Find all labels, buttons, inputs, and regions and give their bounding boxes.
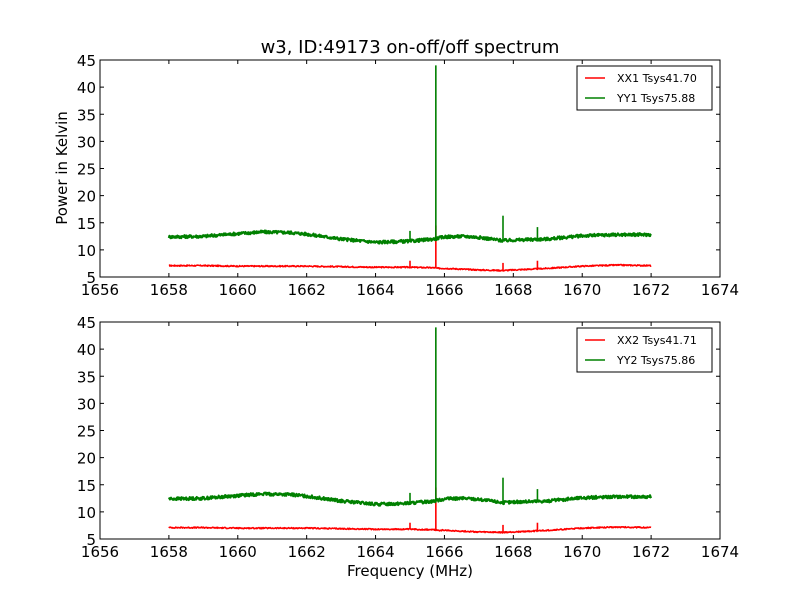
y-tick-label: 40 xyxy=(77,341,96,359)
x-tick-label: 1664 xyxy=(356,543,394,561)
x-tick-label: 1674 xyxy=(701,543,739,561)
y-tick-label: 15 xyxy=(77,477,96,495)
x-tick-label: 1674 xyxy=(701,281,739,299)
x-tick-label: 1658 xyxy=(150,543,188,561)
y-tick-label: 25 xyxy=(77,161,96,179)
y-tick-label: 40 xyxy=(77,79,96,97)
top-panel: 1656 1658 1660 1662 1664 1666 1668 1670 1672 1674… xyxy=(77,52,739,299)
series-line xyxy=(167,229,652,245)
x-tick-label: 1666 xyxy=(425,281,463,299)
x-tick-label: 1668 xyxy=(494,543,532,561)
legend-label: XX2 Tsys41.71 xyxy=(617,334,697,347)
x-tick-label: 1656 xyxy=(81,543,119,561)
legend-label: YY2 Tsys75.86 xyxy=(616,354,695,367)
x-axis-label: Frequency (MHz) xyxy=(347,562,473,580)
legend: XX2 Tsys41.71 YY2 Tsys75.86 xyxy=(576,327,713,373)
x-tick-label: 1672 xyxy=(632,543,670,561)
y-tick-label: 35 xyxy=(77,106,96,124)
legend-box xyxy=(576,65,713,111)
x-tick-label: 1664 xyxy=(356,281,394,299)
x-tick-label: 1660 xyxy=(219,543,257,561)
legend: XX1 Tsys41.70 YY1 Tsys75.88 xyxy=(576,65,713,111)
y-tick-label: 45 xyxy=(77,52,96,70)
x-tick-label: 1666 xyxy=(425,543,463,561)
series-line xyxy=(167,491,653,507)
legend-label: YY1 Tsys75.88 xyxy=(616,92,695,105)
x-tick-label: 1670 xyxy=(563,543,601,561)
y-tick-label: 15 xyxy=(77,215,96,233)
y-tick-label: 10 xyxy=(77,504,96,522)
y-tick-label: 30 xyxy=(77,133,96,151)
chart-title: w3, ID:49173 on-off/off spectrum xyxy=(261,37,560,58)
y-tick-label: 20 xyxy=(77,450,96,468)
series-line xyxy=(168,263,652,272)
x-tick-label: 1658 xyxy=(150,281,188,299)
x-tick-label: 1668 xyxy=(494,281,532,299)
legend-box xyxy=(576,327,713,373)
x-tick-label: 1670 xyxy=(563,281,601,299)
x-tick-label: 1656 xyxy=(81,281,119,299)
y-tick-label: 20 xyxy=(77,188,96,206)
x-tick-label: 1662 xyxy=(288,543,326,561)
bottom-panel: 1656 1658 1660 1662 1664 1666 1668 1670 1672 1674… xyxy=(77,314,739,561)
y-tick-label: 5 xyxy=(86,531,96,549)
y-tick-label: 10 xyxy=(77,242,96,260)
legend-label: XX1 Tsys41.70 xyxy=(617,72,697,85)
y-axis-label: Power in Kelvin xyxy=(53,111,71,225)
y-tick-label: 25 xyxy=(77,423,96,441)
y-tick-label: 45 xyxy=(77,314,96,332)
x-tick-label: 1660 xyxy=(219,281,257,299)
y-tick-label: 30 xyxy=(77,395,96,413)
x-tick-label: 1672 xyxy=(632,281,670,299)
x-tick-label: 1662 xyxy=(288,281,326,299)
y-tick-label: 35 xyxy=(77,368,96,386)
y-tick-label: 5 xyxy=(86,269,96,287)
